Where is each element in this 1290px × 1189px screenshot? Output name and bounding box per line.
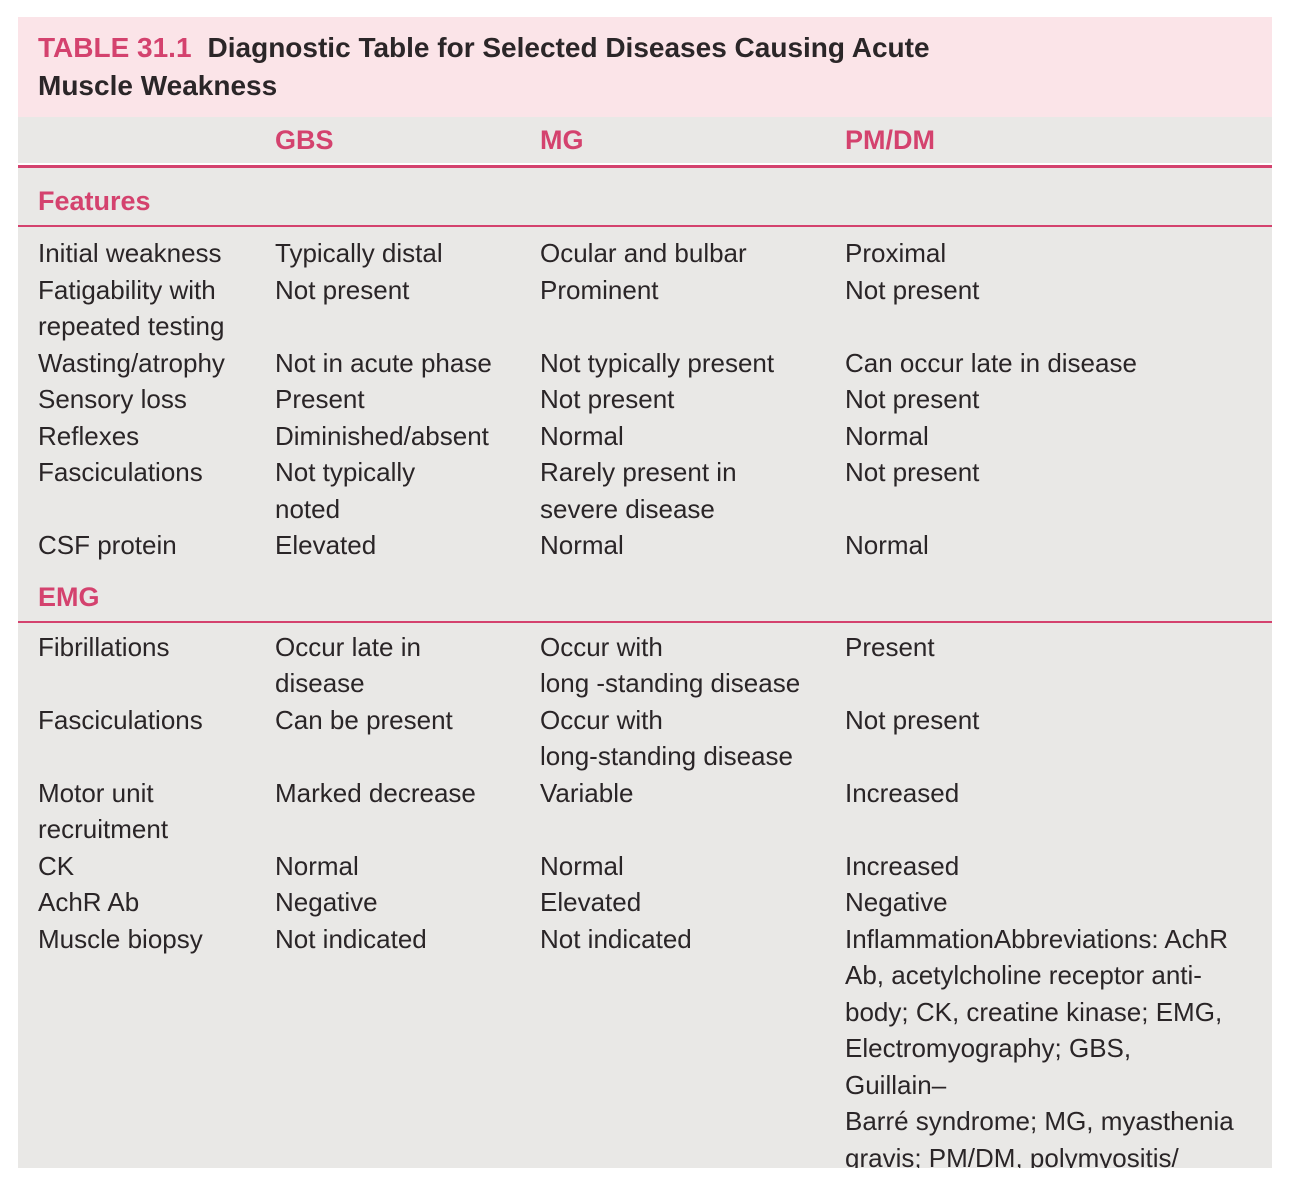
features-rows: Initial weakness Typically distal Ocular… xyxy=(18,227,1272,564)
table-row: AchR Ab Negative Elevated Negative xyxy=(38,884,1248,921)
table-number-label: TABLE 31.1 xyxy=(38,32,192,63)
pmdm-value: Normal xyxy=(845,530,929,560)
table-row: Fasciculations Not typically noted Rarel… xyxy=(38,454,1248,527)
mg-value: Normal xyxy=(540,530,624,560)
mg-value: Normal xyxy=(540,420,624,451)
pmdm-value: Present xyxy=(845,631,935,662)
column-header-row: GBS MG PM/DM xyxy=(18,117,1272,165)
table-row: Initial weakness Typically distal Ocular… xyxy=(38,235,1248,272)
gbs-value: Not indicated xyxy=(275,923,427,954)
feature-label: Fasciculations xyxy=(38,704,203,735)
mg-value: Elevated xyxy=(540,887,642,917)
gbs-value: Marked decrease xyxy=(275,777,476,808)
table-row: Fatigability with repeated testing Not p… xyxy=(38,272,1248,345)
mg-value: Prominent xyxy=(540,274,659,305)
feature-label: Initial weakness xyxy=(38,238,222,268)
diagnostic-table: GBS MG PM/DM Features Initial weakness T… xyxy=(18,117,1272,1168)
emg-rows: Fibrillations Occur late in disease Occu… xyxy=(18,623,1272,1169)
feature-label: Muscle biopsy xyxy=(38,923,203,954)
features-section-rule xyxy=(18,225,1272,227)
table-row: Motor unit recruitment Marked decrease V… xyxy=(38,775,1248,848)
pmdm-value: Increased xyxy=(845,850,960,881)
table-row: Wasting/atrophy Not in acute phase Not t… xyxy=(38,345,1248,382)
mg-value: Occur with long-standing disease xyxy=(540,704,793,772)
pmdm-value: Increased xyxy=(845,777,960,808)
feature-label: Motor unit recruitment xyxy=(38,777,169,845)
emg-section-rule xyxy=(18,620,1272,623)
table-row: Reflexes Diminished/absent Normal Normal xyxy=(38,418,1248,455)
pmdm-value: Can occur late in disease xyxy=(845,347,1137,378)
mg-value: Ocular and bulbar xyxy=(540,238,747,268)
section-header-features: Features xyxy=(38,186,151,216)
feature-label: AchR Ab xyxy=(38,887,140,917)
mg-value: Not typically present xyxy=(540,347,775,378)
feature-label: Fatigability with repeated testing xyxy=(38,274,225,342)
pmdm-value: Not present xyxy=(845,384,980,414)
gbs-value: Normal xyxy=(275,850,359,881)
mg-value: Rarely present in severe disease xyxy=(540,457,737,524)
feature-label: Fibrillations xyxy=(38,631,170,662)
gbs-value: Occur late in disease xyxy=(275,631,421,699)
feature-label: Sensory loss xyxy=(38,384,187,414)
table-row: Fasciculations Can be present Occur with… xyxy=(38,702,1248,775)
column-header-mg: MG xyxy=(540,124,584,155)
gbs-value: Typically distal xyxy=(275,238,443,268)
column-header-pmdm: PM/DM xyxy=(845,124,935,155)
gbs-value: Elevated xyxy=(275,530,377,560)
gbs-value: Not in acute phase xyxy=(275,347,492,378)
mg-value: Occur with long -standing disease xyxy=(540,631,801,699)
header-rule xyxy=(18,165,1272,168)
feature-label: CSF protein xyxy=(38,530,177,560)
feature-label: CK xyxy=(38,850,75,881)
pmdm-value: Normal xyxy=(845,420,929,451)
table-row: CSF protein Elevated Normal Normal xyxy=(38,527,1248,564)
table-row: Fibrillations Occur late in disease Occu… xyxy=(38,629,1248,702)
pmdm-value: Not present xyxy=(845,274,980,305)
table-title-text: Diagnostic Table for Selected Diseases C… xyxy=(38,32,930,101)
table-title: TABLE 31.1 Diagnostic Table for Selected … xyxy=(38,29,1098,105)
gbs-value: Can be present xyxy=(275,704,453,735)
feature-label: Reflexes xyxy=(38,420,140,451)
table-row: Sensory loss Present Not present Not pre… xyxy=(38,381,1248,418)
pmdm-value: Proximal xyxy=(845,238,947,268)
mg-value: Not indicated xyxy=(540,923,692,954)
feature-label: Wasting/atrophy xyxy=(38,347,225,378)
mg-value: Normal xyxy=(540,850,624,881)
gbs-value: Not present xyxy=(275,274,410,305)
table-row: Muscle biopsy Not indicated Not indicate… xyxy=(38,921,1248,1169)
mg-value: Not present xyxy=(540,384,675,414)
mg-value: Variable xyxy=(540,777,634,808)
gbs-value: Diminished/absent xyxy=(275,420,489,451)
feature-label: Fasciculations xyxy=(38,457,203,487)
gbs-value: Negative xyxy=(275,887,378,917)
column-header-gbs: GBS xyxy=(275,124,334,155)
table-row: CK Normal Normal Increased xyxy=(38,848,1248,885)
pmdm-value: Not present xyxy=(845,457,980,487)
table-title-band: TABLE 31.1 Diagnostic Table for Selected … xyxy=(18,17,1272,120)
pmdm-value: InflammationAbbreviations: AchR Ab, acet… xyxy=(845,923,1234,1169)
gbs-value: Present xyxy=(275,384,365,414)
pmdm-value: Not present xyxy=(845,704,980,735)
section-header-emg: EMG xyxy=(38,581,100,612)
pmdm-value: Negative xyxy=(845,887,948,917)
gbs-value: Not typically noted xyxy=(275,457,416,524)
